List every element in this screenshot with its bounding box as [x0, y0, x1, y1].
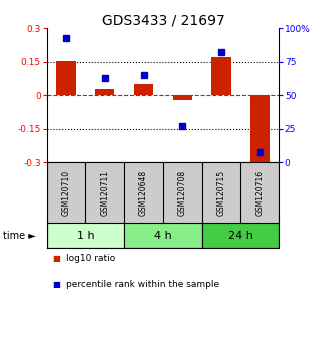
Title: GDS3433 / 21697: GDS3433 / 21697	[101, 13, 224, 27]
Text: ■: ■	[52, 280, 60, 290]
Text: GSM120711: GSM120711	[100, 170, 109, 216]
Text: GSM120710: GSM120710	[61, 170, 70, 216]
Bar	[212, 57, 231, 95]
Bar	[124, 223, 202, 248]
Text: GSM120715: GSM120715	[217, 170, 226, 216]
Text: ■: ■	[52, 254, 60, 263]
Bar	[47, 223, 124, 248]
Text: GSM120708: GSM120708	[178, 170, 187, 216]
Bar	[173, 95, 192, 100]
Text: 24 h: 24 h	[228, 230, 253, 241]
Bar	[250, 95, 270, 165]
Text: time ►: time ►	[3, 230, 36, 241]
Bar	[202, 223, 279, 248]
Text: 4 h: 4 h	[154, 230, 172, 241]
Bar	[134, 84, 153, 95]
Bar	[95, 89, 114, 95]
Text: 1 h: 1 h	[76, 230, 94, 241]
Text: log10 ratio: log10 ratio	[66, 254, 115, 263]
Text: GSM120716: GSM120716	[256, 170, 265, 216]
Text: percentile rank within the sample: percentile rank within the sample	[66, 280, 219, 290]
Bar	[56, 61, 76, 95]
Text: GSM120648: GSM120648	[139, 170, 148, 216]
